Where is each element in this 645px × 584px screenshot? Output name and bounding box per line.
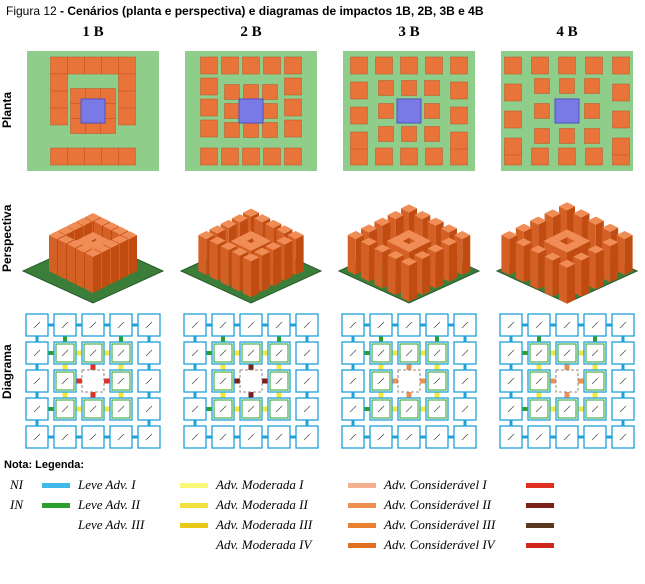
- legend-label: Adv. Moderada II: [216, 497, 346, 513]
- caption-bold: - Cenários (planta e perspectiva) e diag…: [60, 4, 484, 18]
- row-diagrama: [14, 309, 645, 453]
- legend-label: Adv. Moderada I: [216, 477, 346, 493]
- legend-swatch: [526, 503, 554, 508]
- perspectiva-1B: [18, 179, 168, 307]
- legend: NI Leve Adv. I Adv. Moderada I Adv. Conside…: [0, 473, 645, 557]
- legend-swatch: [180, 543, 208, 548]
- legend-row: IN Leve Adv. II Adv. Moderada II Adv. Consi…: [10, 495, 635, 515]
- planta-1B: [23, 47, 163, 175]
- perspectiva-3B: [334, 179, 484, 307]
- col-header-2b: 2 B: [172, 22, 330, 45]
- planta-3B: [339, 47, 479, 175]
- legend-label: Adv. Moderada III: [216, 517, 346, 533]
- row-planta: [14, 45, 645, 177]
- legend-swatch: [526, 523, 554, 528]
- legend-swatch: [180, 483, 208, 488]
- diagrama-2B: [176, 311, 326, 451]
- legend-swatch: [42, 483, 70, 488]
- legend-label: Adv. Considerável II: [384, 497, 524, 513]
- perspectiva-4B: [492, 179, 642, 307]
- legend-label: Leve Adv. III: [78, 517, 178, 533]
- legend-swatch: [348, 503, 376, 508]
- legend-swatch: [526, 543, 554, 548]
- diagrama-4B: [492, 311, 642, 451]
- nota-legenda: Nota: Legenda:: [0, 453, 645, 473]
- perspectiva-2B: [176, 179, 326, 307]
- legend-label: Adv. Moderada IV: [216, 537, 346, 553]
- figure-grid: Planta Perspectiva Diagrama 1 B 2 B 3 B …: [0, 22, 645, 453]
- legend-swatch: [180, 503, 208, 508]
- legend-row: Adv. Moderada IV Adv. Considerável IV: [10, 535, 635, 555]
- legend-label: Leve Adv. II: [78, 497, 178, 513]
- planta-4B: [497, 47, 637, 175]
- legend-row: Leve Adv. III Adv. Moderada III Adv. Consi…: [10, 515, 635, 535]
- col-header-4b: 4 B: [488, 22, 645, 45]
- legend-swatch: [42, 543, 70, 548]
- legend-row: NI Leve Adv. I Adv. Moderada I Adv. Conside…: [10, 475, 635, 495]
- legend-swatch: [526, 483, 554, 488]
- legend-swatch: [348, 483, 376, 488]
- legend-abbr: NI: [10, 477, 40, 493]
- diagrama-3B: [334, 311, 484, 451]
- caption-prefix: Figura 12: [6, 4, 60, 18]
- legend-label: Adv. Considerável I: [384, 477, 524, 493]
- planta-2B: [181, 47, 321, 175]
- row-label-diagrama: Diagrama: [0, 302, 14, 442]
- legend-swatch: [42, 523, 70, 528]
- row-labels: Planta Perspectiva Diagrama: [0, 22, 14, 453]
- legend-swatch: [348, 523, 376, 528]
- legend-label: Leve Adv. I: [78, 477, 178, 493]
- legend-label: Adv. Considerável III: [384, 517, 524, 533]
- row-label-planta: Planta: [0, 46, 14, 174]
- row-label-perspectiva: Perspectiva: [0, 174, 14, 302]
- figure-caption: Figura 12 - Cenários (planta e perspecti…: [0, 0, 645, 22]
- col-headers: 1 B 2 B 3 B 4 B: [14, 22, 645, 45]
- legend-swatch: [42, 503, 70, 508]
- col-header-1b: 1 B: [14, 22, 172, 45]
- legend-abbr: IN: [10, 497, 40, 513]
- legend-swatch: [348, 543, 376, 548]
- row-perspectiva: [14, 177, 645, 309]
- legend-swatch: [180, 523, 208, 528]
- legend-label: Adv. Considerável IV: [384, 537, 524, 553]
- diagrama-1B: [18, 311, 168, 451]
- col-header-3b: 3 B: [330, 22, 488, 45]
